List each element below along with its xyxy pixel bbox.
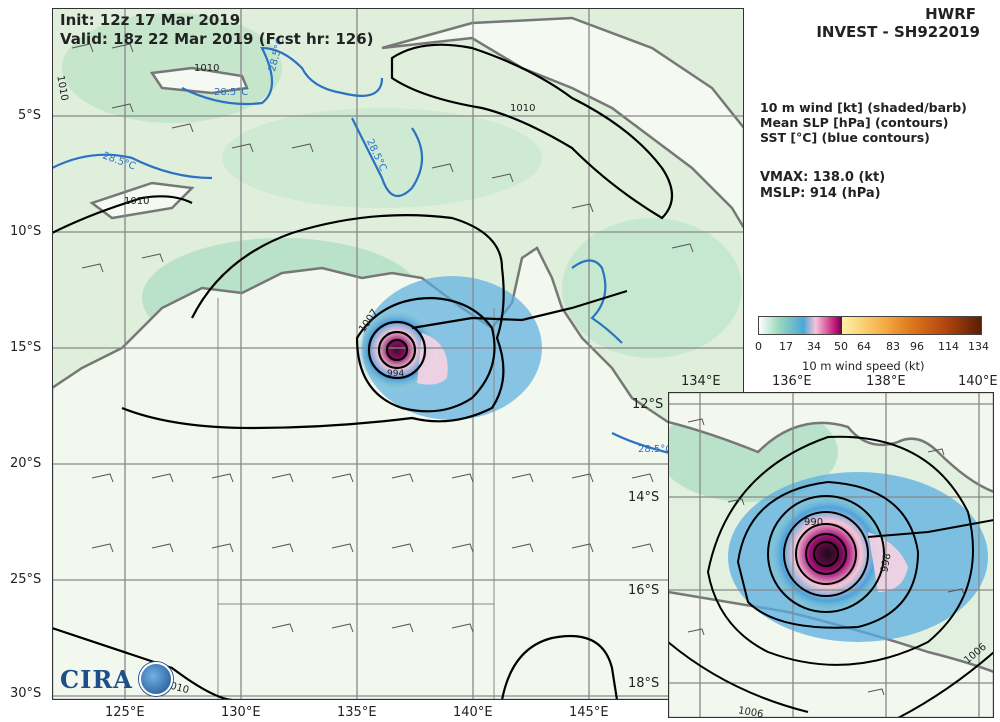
colorbar-tick: 83: [886, 340, 900, 353]
lat-label: 25°S: [10, 572, 42, 587]
colorbar-tick: 96: [910, 340, 924, 353]
storm-id: INVEST - SH922019: [816, 23, 980, 41]
inset-lat-label: 18°S: [628, 676, 660, 691]
valid-time: Valid: 18z 22 Mar 2019 (Fcst hr: 126): [60, 30, 374, 48]
inset-lon-label: 136°E: [772, 374, 812, 389]
lat-label: 15°S: [10, 340, 42, 355]
inset-lat-label: 16°S: [628, 583, 660, 598]
sst-label: 28.5°C: [638, 444, 672, 455]
colorbar-tick: 17: [779, 340, 793, 353]
slp-label: 994: [387, 369, 404, 379]
inset-lat-label: 12°S: [632, 397, 664, 412]
inset-slp-label: 990: [804, 517, 823, 528]
storm-core: [355, 308, 439, 392]
init-time: Init: 12z 17 Mar 2019: [60, 11, 241, 29]
lon-label: 125°E: [105, 705, 145, 720]
lon-label: 135°E: [337, 705, 377, 720]
lon-label: 140°E: [453, 705, 493, 720]
inset-lon-label: 140°E: [958, 374, 998, 389]
inset-slp-label: 1006: [737, 705, 764, 718]
colorbar-tick: 134: [968, 340, 989, 353]
inset-map: 990 998 1006 1006: [658, 390, 996, 720]
lon-label: 145°E: [569, 705, 609, 720]
legend-slp: Mean SLP [hPa] (contours): [760, 115, 949, 130]
lat-label: 30°S: [10, 686, 42, 701]
cira-logo: CIRA: [60, 662, 173, 696]
colorbar-tick: 114: [938, 340, 959, 353]
sst-contours: [51, 46, 693, 460]
slp-label: 1010: [54, 75, 69, 102]
inset-lon-label: 134°E: [681, 374, 721, 389]
island-1: [149, 66, 249, 95]
inset-slp-label: 998: [879, 552, 893, 573]
lon-label: 130°E: [221, 705, 261, 720]
slp-contours: [51, 43, 674, 702]
globe-icon: [138, 662, 173, 696]
slp-label: 1010: [510, 103, 535, 114]
png-land: [381, 16, 746, 233]
main-map: 1010 1010 1010 1010 1007 1010 994 28.5°C…: [50, 8, 746, 702]
sst-label: 28.5°C: [214, 87, 248, 98]
slp-label: 1010: [194, 63, 219, 74]
inset-lon-label: 138°E: [866, 374, 906, 389]
wind-barbs: [71, 43, 694, 633]
lat-label: 10°S: [10, 224, 42, 239]
legend-sst: SST [°C] (blue contours): [760, 130, 930, 145]
colorbar-tick: 50: [834, 340, 848, 353]
slp-label: 1010: [124, 196, 149, 207]
colorbar-ticks: 0 17 34 50 64 83 96 114 134: [755, 340, 989, 356]
vmax-value: VMAX: 138.0 (kt): [760, 170, 886, 185]
colorbar: [758, 316, 982, 335]
colorbar-tick: 0: [755, 340, 762, 353]
inset-map-svg: 990 998 1006 1006: [658, 390, 996, 720]
lat-label: 5°S: [18, 108, 42, 123]
cira-logo-text: CIRA: [60, 664, 133, 694]
colorbar-title: 10 m wind speed (kt): [802, 359, 925, 373]
colorbar-tick: 34: [807, 340, 821, 353]
mslp-value: MSLP: 914 (hPa): [760, 186, 881, 201]
main-grid: [52, 8, 744, 700]
colorbar-tick: 64: [857, 340, 871, 353]
main-map-svg: 1010 1010 1010 1010 1007 1010 994 28.5°C…: [50, 8, 746, 702]
inset-lat-label: 14°S: [628, 490, 660, 505]
model-name: HWRF: [925, 5, 976, 23]
lat-label: 20°S: [10, 456, 42, 471]
map-frame: [52, 8, 744, 700]
legend-wind: 10 m wind [kt] (shaded/barb): [760, 100, 967, 115]
